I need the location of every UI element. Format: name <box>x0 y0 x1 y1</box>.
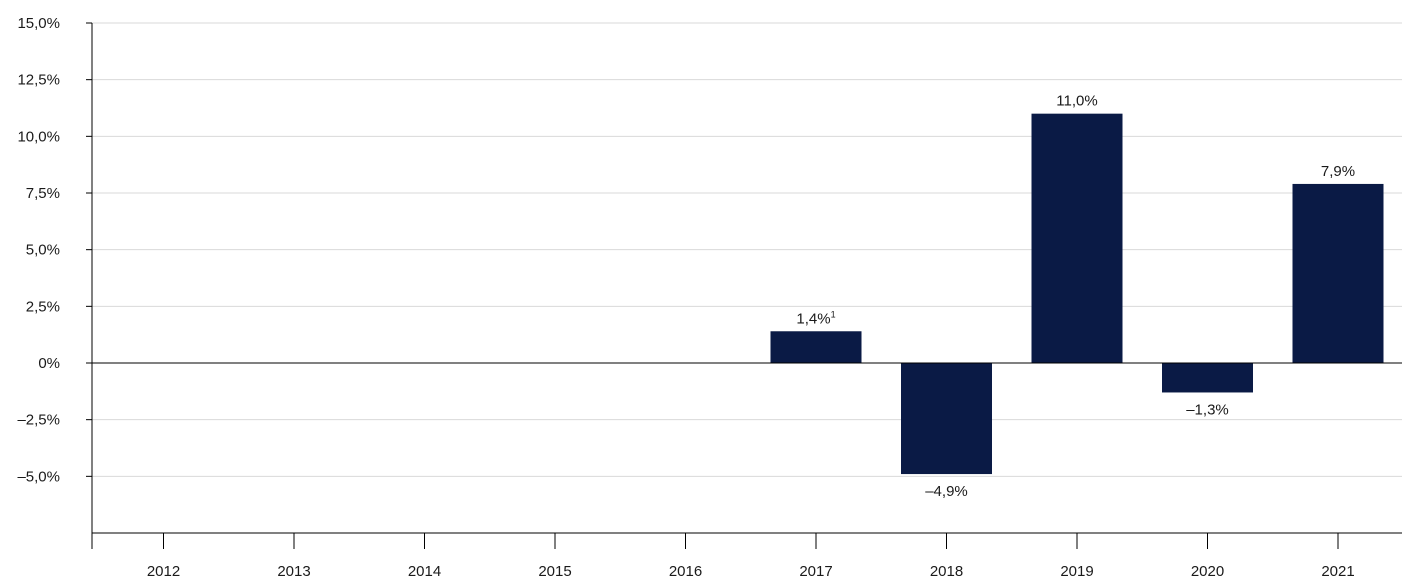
x-tick-label: 2020 <box>1191 563 1224 578</box>
x-tick-label: 2021 <box>1321 563 1354 578</box>
y-tick-label: 10,0% <box>17 128 60 145</box>
bar-2018 <box>901 363 992 475</box>
x-tick-label: 2013 <box>277 563 310 578</box>
data-label: 1,4%1 <box>796 309 835 327</box>
bar-2019 <box>1031 113 1123 364</box>
labels: 15,0% 12,5% 10,0% 7,5% 5,0% 2,5% 0% –2,5% –5,0% 1… <box>17 15 1355 578</box>
bar-2021 <box>1292 183 1384 363</box>
bar-2017 <box>770 331 862 363</box>
data-label: –4,9% <box>925 483 968 500</box>
x-tick-label: 2015 <box>538 563 571 578</box>
y-tick-label: 5,0% <box>26 242 60 259</box>
x-tick-label: 2012 <box>147 563 180 578</box>
y-tick-label: 7,5% <box>26 185 60 202</box>
y-tick-label: 12,5% <box>17 72 60 89</box>
y-tick-label: –2,5% <box>17 412 60 429</box>
bars <box>770 113 1384 475</box>
x-tick-label: 2019 <box>1060 563 1093 578</box>
y-tick-label: 15,0% <box>17 15 60 32</box>
axes <box>86 22 1402 549</box>
y-tick-label: 0% <box>38 355 60 372</box>
gridlines <box>92 22 1402 477</box>
bar-2020 <box>1162 363 1253 393</box>
data-label: 7,9% <box>1321 163 1355 180</box>
x-tick-label: 2014 <box>408 563 441 578</box>
data-label: –1,3% <box>1186 401 1229 418</box>
data-label: 11,0% <box>1056 93 1097 110</box>
x-tick-label: 2018 <box>930 563 963 578</box>
y-tick-label: 2,5% <box>26 298 60 315</box>
y-tick-label: –5,0% <box>17 468 60 485</box>
x-tick-label: 2017 <box>799 563 832 578</box>
footnote-marker: 1 <box>831 309 836 319</box>
x-tick-label: 2016 <box>669 563 702 578</box>
